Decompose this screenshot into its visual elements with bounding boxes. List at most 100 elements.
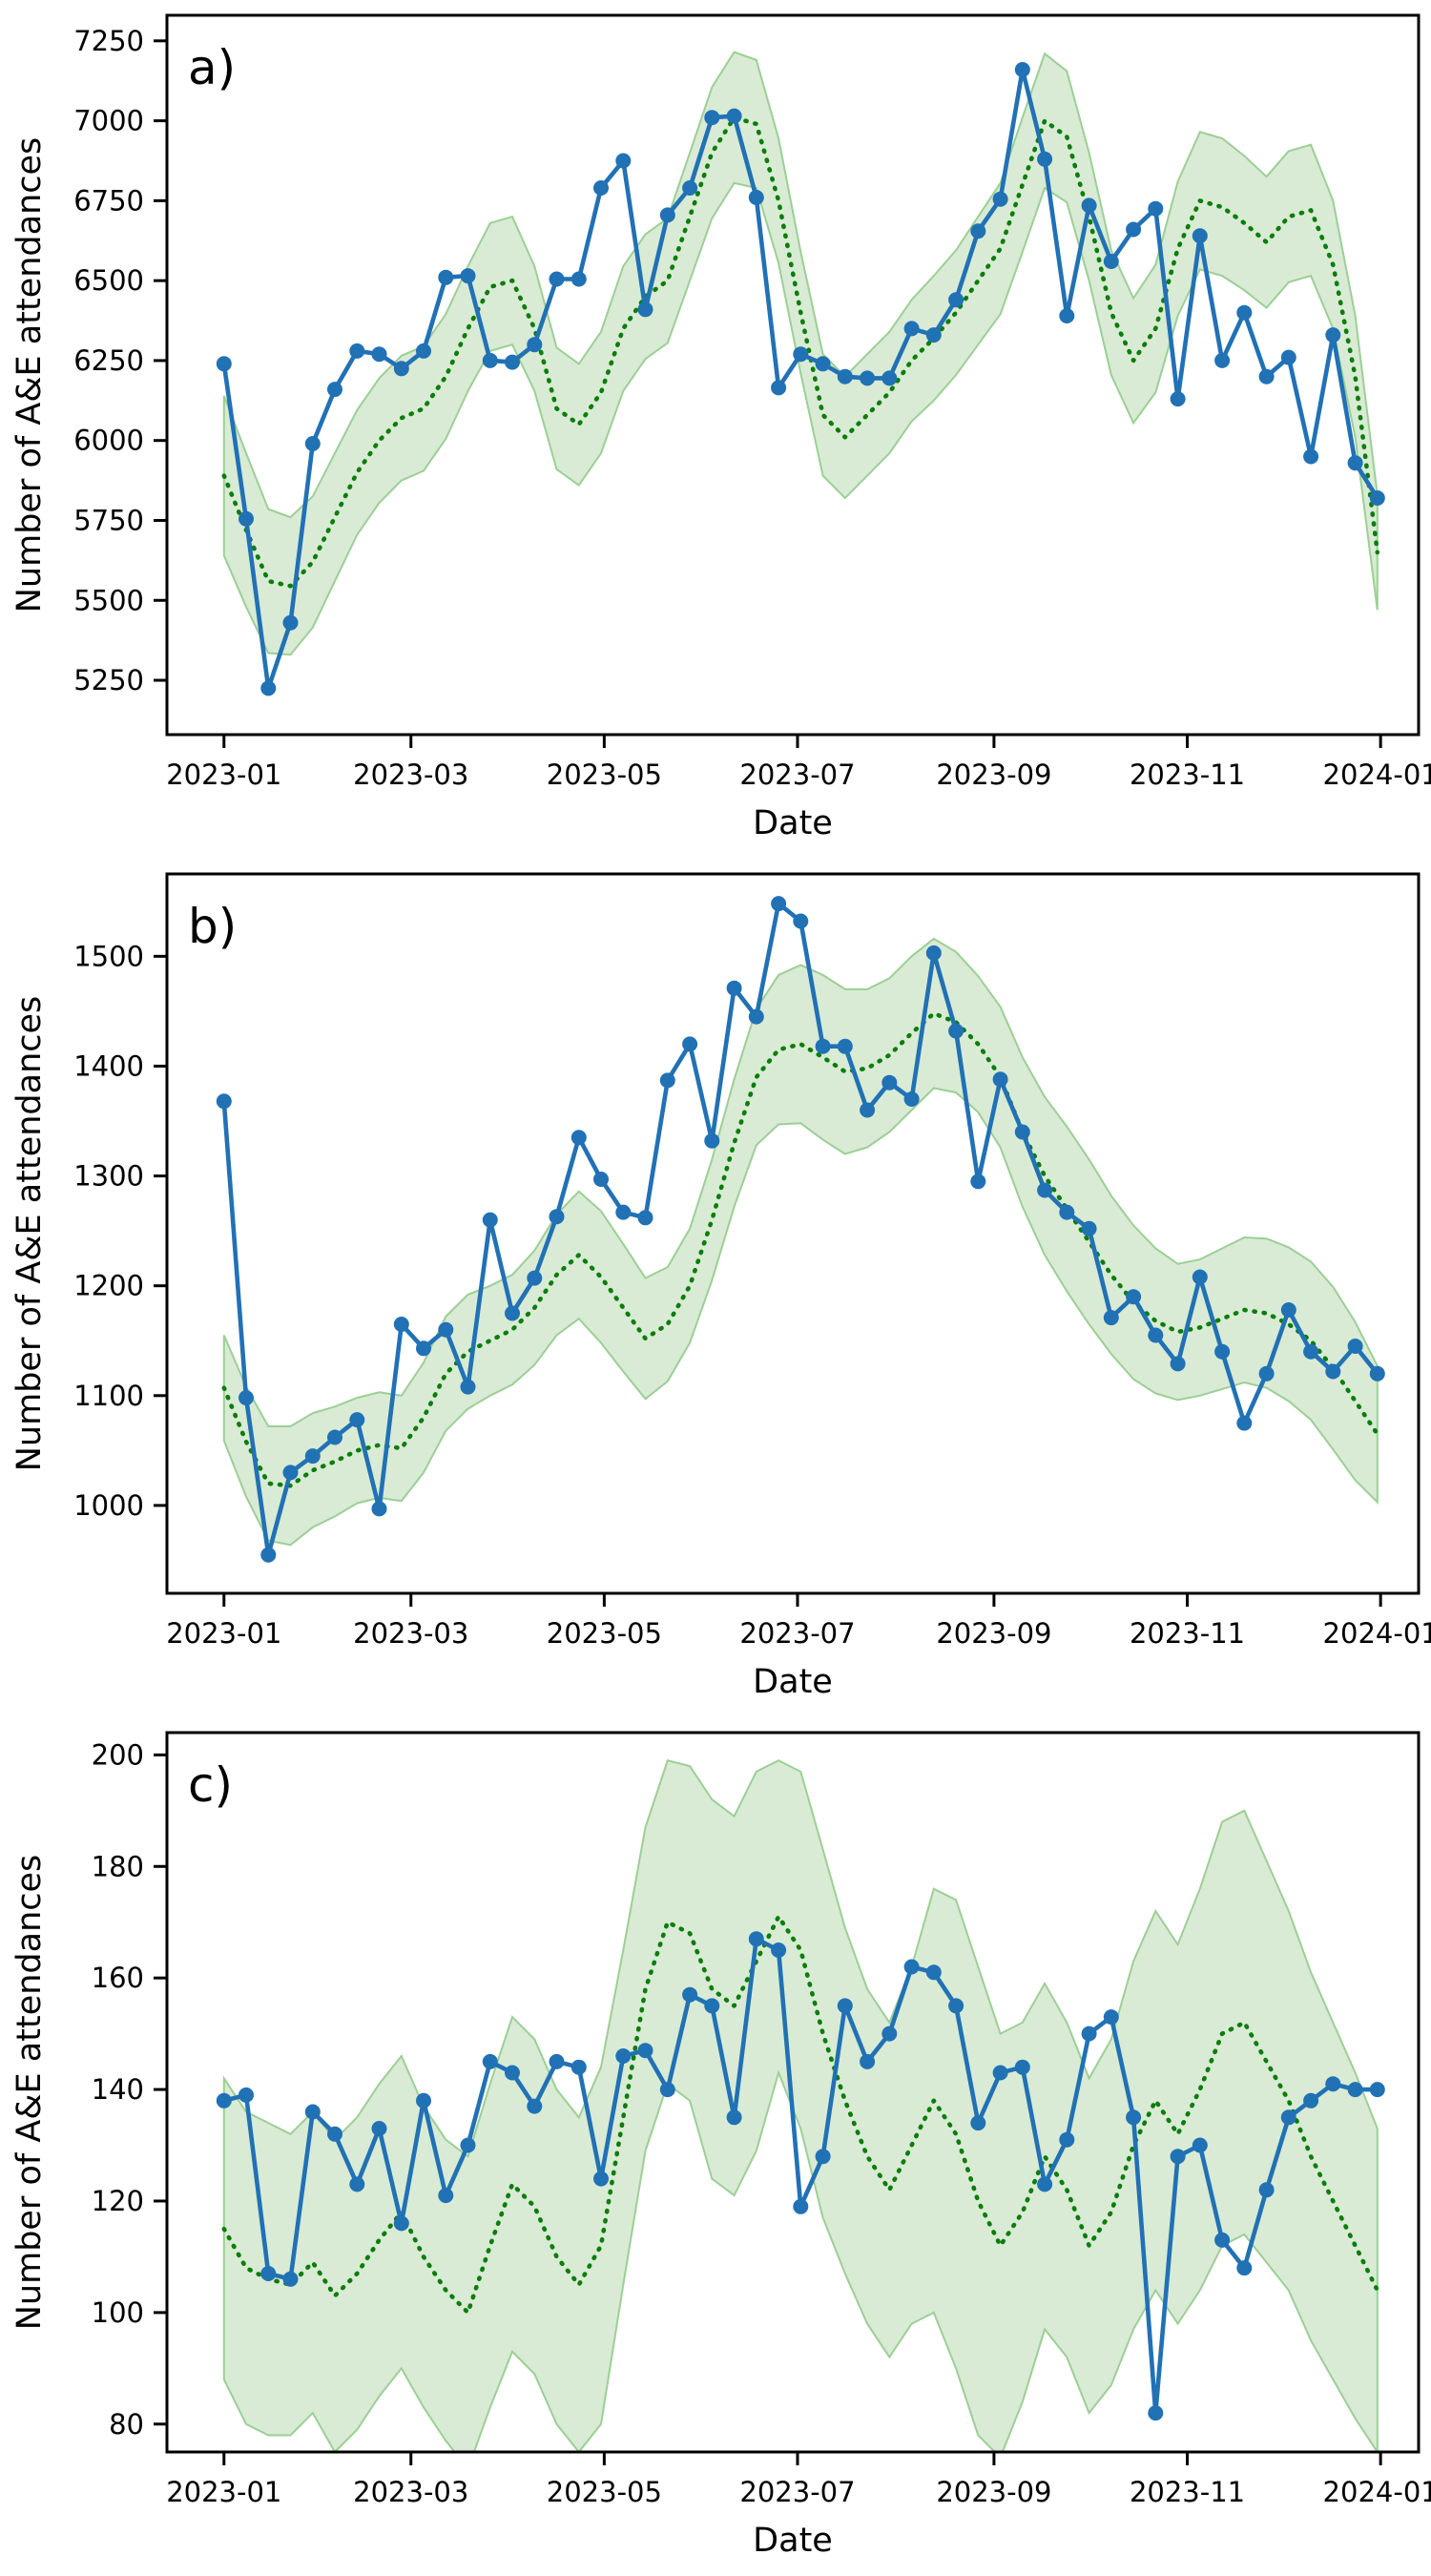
data-point-marker xyxy=(1014,1124,1030,1140)
y-tick-label: 1200 xyxy=(73,1270,144,1302)
data-point-marker xyxy=(992,191,1008,207)
data-point-marker xyxy=(216,1093,232,1110)
data-point-marker xyxy=(726,980,742,996)
observed-markers xyxy=(216,62,1385,696)
plot-area xyxy=(216,896,1385,1563)
panel-letter-label: a) xyxy=(188,40,236,95)
data-point-marker xyxy=(1325,2076,1341,2092)
x-tick-label: 2024-01 xyxy=(1323,2476,1431,2508)
data-point-marker xyxy=(393,361,409,377)
y-tick-label: 180 xyxy=(92,1850,144,1882)
y-tick-label: 1500 xyxy=(73,940,144,972)
data-point-marker xyxy=(881,2025,898,2042)
data-point-marker xyxy=(1258,2182,1275,2198)
axes-spines xyxy=(165,13,1421,737)
data-point-marker xyxy=(1170,391,1186,407)
data-point-marker xyxy=(682,1986,698,2003)
data-point-marker xyxy=(238,510,254,527)
data-point-marker xyxy=(1103,1310,1119,1326)
dotted-forecast-line xyxy=(221,1914,1380,2316)
data-point-marker xyxy=(1347,1339,1363,1354)
data-point-marker xyxy=(438,269,454,285)
data-point-marker xyxy=(1258,368,1275,384)
data-point-marker xyxy=(726,108,742,124)
data-point-marker xyxy=(482,352,498,368)
data-point-marker xyxy=(482,2053,498,2069)
data-point-marker xyxy=(1170,1356,1186,1372)
data-point-marker xyxy=(948,1023,964,1039)
data-point-marker xyxy=(527,1270,543,1286)
data-point-marker xyxy=(1059,2131,1075,2148)
data-point-marker xyxy=(748,1931,764,1947)
data-point-marker xyxy=(1303,1343,1319,1360)
data-point-marker xyxy=(903,321,920,337)
data-point-marker xyxy=(970,223,986,239)
plot-area xyxy=(216,51,1385,696)
data-point-marker xyxy=(349,2176,365,2192)
data-point-marker xyxy=(260,2266,277,2281)
data-point-marker xyxy=(837,368,853,384)
data-point-marker xyxy=(416,2092,431,2109)
data-point-marker xyxy=(704,1998,720,2014)
y-tick-label: 120 xyxy=(92,2185,144,2217)
data-point-marker xyxy=(1236,304,1253,321)
dotted-forecast-line xyxy=(221,1010,1380,1488)
data-point-marker xyxy=(1369,2082,1385,2098)
data-point-marker xyxy=(527,337,543,353)
data-point-marker xyxy=(925,1964,942,1981)
chart-canvas: 5250 5500 5750 6000 6250 6500 6750 7000 7250 2023… xyxy=(10,13,1431,842)
data-point-marker xyxy=(881,1074,898,1091)
data-point-marker xyxy=(615,1204,632,1220)
data-point-marker xyxy=(860,1102,876,1118)
data-point-marker xyxy=(903,1959,920,1975)
data-point-marker xyxy=(1192,228,1208,244)
data-point-marker xyxy=(282,2271,299,2287)
data-point-marker xyxy=(238,2087,254,2103)
x-tick-label: 2023-03 xyxy=(353,758,468,791)
data-point-marker xyxy=(216,2092,232,2109)
observed-markers xyxy=(216,896,1385,1563)
x-tick-label: 2024-01 xyxy=(1323,758,1431,791)
data-point-marker xyxy=(304,1448,321,1465)
x-tick-label: 2023-09 xyxy=(936,2476,1051,2508)
data-point-marker xyxy=(1037,2176,1053,2192)
y-tick-label: 7000 xyxy=(73,105,144,137)
data-point-marker xyxy=(815,356,831,372)
x-tick-label: 2023-01 xyxy=(166,758,281,791)
data-point-marker xyxy=(771,896,787,912)
x-tick-label: 2023-09 xyxy=(936,758,1051,791)
data-point-marker xyxy=(238,1390,254,1406)
y-tick-label: 1300 xyxy=(73,1160,144,1193)
y-tick-label: 160 xyxy=(92,1962,144,1994)
data-point-marker xyxy=(304,436,321,451)
data-point-marker xyxy=(1148,2405,1164,2421)
data-point-marker xyxy=(1369,490,1385,506)
x-axis-label: Date xyxy=(753,1663,833,1701)
x-tick-label: 2023-11 xyxy=(1130,1617,1245,1650)
data-point-marker xyxy=(637,2043,653,2059)
data-point-marker xyxy=(1014,2059,1030,2075)
data-point-marker xyxy=(505,2065,520,2081)
data-point-marker xyxy=(860,370,876,386)
axes-spines xyxy=(165,1731,1421,2454)
data-point-marker xyxy=(482,1212,498,1228)
data-point-marker xyxy=(1325,1363,1341,1380)
data-point-marker xyxy=(793,913,809,929)
data-point-marker xyxy=(1148,200,1164,217)
data-point-marker xyxy=(371,2121,387,2136)
data-point-marker xyxy=(793,346,809,363)
panel-letter-label: c) xyxy=(188,1757,233,1813)
y-tick-label: 140 xyxy=(92,2073,144,2106)
data-point-marker xyxy=(1236,1415,1253,1431)
y-tick-label: 1400 xyxy=(73,1049,144,1082)
y-tick-label: 6000 xyxy=(73,425,144,457)
data-point-marker xyxy=(1303,2092,1319,2109)
data-point-marker xyxy=(593,1172,609,1187)
data-point-marker xyxy=(416,343,431,359)
data-point-marker xyxy=(570,271,587,287)
data-point-marker xyxy=(1280,1302,1296,1318)
data-point-marker xyxy=(1214,352,1231,368)
data-point-marker xyxy=(393,2215,409,2232)
data-point-marker xyxy=(327,2126,342,2142)
